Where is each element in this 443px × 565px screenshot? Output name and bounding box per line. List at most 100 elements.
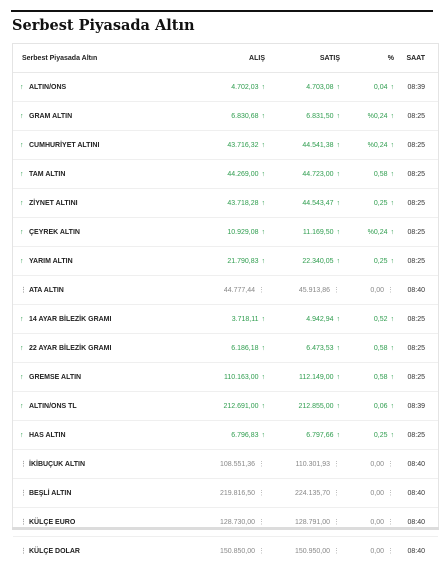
row-time: 08:40 (395, 537, 438, 565)
row-name-cell[interactable]: ↑22 AYAR BİLEZİK GRAMI (13, 334, 188, 363)
row-name-cell[interactable]: ↑ÇEYREK ALTIN (13, 218, 188, 247)
row-percent-cell: 0,58↑ (341, 334, 395, 363)
row-name[interactable]: GRAM ALTIN (29, 113, 72, 120)
row-name[interactable]: HAS ALTIN (29, 432, 66, 439)
row-name-cell[interactable]: ↑YARIM ALTIN (13, 247, 188, 276)
gold-price-table: Serbest Piyasada Altın ALIŞ SATIŞ % SAAT… (13, 44, 438, 565)
row-name-cell[interactable]: ↑ALTIN/ONS (13, 73, 188, 102)
row-sell: 150.950,00 (295, 548, 330, 555)
row-name[interactable]: TAM ALTIN (29, 171, 65, 178)
row-name-cell[interactable]: ↑14 AYAR BİLEZİK GRAMI (13, 305, 188, 334)
row-name-cell[interactable]: ↑CUMHURİYET ALTINI (13, 131, 188, 160)
row-buy-cell: 44.777,44⋮ (188, 276, 266, 305)
row-percent-cell: 0,52↑ (341, 305, 395, 334)
row-name[interactable]: ATA ALTIN (29, 287, 64, 294)
row-time: 08:25 (395, 218, 438, 247)
row-name-cell[interactable]: ↑HAS ALTIN (13, 421, 188, 450)
row-buy-cell: 6.796,83↑ (188, 421, 266, 450)
row-buy-cell: 212.691,00↑ (188, 392, 266, 421)
dots-vertical-icon: ⋮ (387, 286, 394, 294)
row-percent: %0,24 (368, 113, 388, 120)
row-name-cell[interactable]: ⋮BEŞLİ ALTIN (13, 479, 188, 508)
row-buy-cell: 6.186,18↑ (188, 334, 266, 363)
arrow-up-icon: ↑ (262, 84, 266, 91)
row-name[interactable]: KÜLÇE EURO (29, 519, 75, 526)
row-name-cell[interactable]: ↑ALTIN/ONS TL (13, 392, 188, 421)
row-name[interactable]: YARIM ALTIN (29, 258, 73, 265)
row-percent: 0,06 (374, 403, 388, 410)
dots-vertical-icon: ⋮ (258, 547, 265, 555)
row-percent: 0,58 (374, 345, 388, 352)
row-name-cell[interactable]: ↑TAM ALTIN (13, 160, 188, 189)
row-buy: 43.716,32 (227, 142, 258, 149)
row-name[interactable]: ÇEYREK ALTIN (29, 229, 80, 236)
row-name[interactable]: 14 AYAR BİLEZİK GRAMI (29, 316, 111, 323)
row-time: 08:25 (395, 102, 438, 131)
row-name[interactable]: GREMSE ALTIN (29, 374, 81, 381)
row-percent-cell: 0,00⋮ (341, 450, 395, 479)
row-percent-cell: %0,24↑ (341, 131, 395, 160)
row-name[interactable]: ALTIN/ONS (29, 84, 66, 91)
row-name-cell[interactable]: ↑ZİYNET ALTINI (13, 189, 188, 218)
row-name-cell[interactable]: ⋮İKİBUÇUK ALTIN (13, 450, 188, 479)
row-buy: 108.551,36 (220, 461, 255, 468)
row-name[interactable]: KÜLÇE DOLAR (29, 548, 80, 555)
row-name[interactable]: BEŞLİ ALTIN (29, 490, 71, 497)
row-sell-cell: 112.149,00↑ (266, 363, 341, 392)
row-time: 08:25 (395, 363, 438, 392)
column-header-percent: % (341, 44, 395, 73)
row-name-cell[interactable]: ↑GREMSE ALTIN (13, 363, 188, 392)
dots-vertical-icon: ⋮ (333, 547, 340, 555)
row-percent: 0,58 (374, 171, 388, 178)
dots-vertical-icon: ⋮ (333, 460, 340, 468)
row-name-cell[interactable]: ⋮ATA ALTIN (13, 276, 188, 305)
row-name[interactable]: ALTIN/ONS TL (29, 403, 77, 410)
row-name-cell[interactable]: ⋮KÜLÇE DOLAR (13, 537, 188, 565)
row-name[interactable]: CUMHURİYET ALTINI (29, 142, 99, 149)
arrow-up-icon: ↑ (262, 142, 266, 149)
row-buy-cell: 10.929,08↑ (188, 218, 266, 247)
row-buy: 44.269,00 (227, 171, 258, 178)
row-percent-cell: 0,25↑ (341, 421, 395, 450)
row-percent-cell: %0,24↑ (341, 102, 395, 131)
row-percent-cell: 0,25↑ (341, 247, 395, 276)
arrow-up-icon: ↑ (20, 84, 29, 91)
row-percent: 0,25 (374, 432, 388, 439)
row-name-cell[interactable]: ↑GRAM ALTIN (13, 102, 188, 131)
row-percent: 0,04 (374, 84, 388, 91)
row-name[interactable]: 22 AYAR BİLEZİK GRAMI (29, 345, 111, 352)
row-time: 08:25 (395, 160, 438, 189)
row-name-cell[interactable]: ⋮KÜLÇE EURO (13, 508, 188, 537)
arrow-up-icon: ↑ (20, 403, 29, 410)
dots-vertical-icon: ⋮ (387, 518, 394, 526)
row-name[interactable]: İKİBUÇUK ALTIN (29, 461, 85, 468)
row-buy-cell: 43.716,32 ↑ (188, 131, 266, 160)
gold-price-table-panel: Serbest Piyasada Altın ALIŞ SATIŞ % SAAT… (12, 43, 439, 529)
arrow-up-icon: ↑ (262, 432, 266, 439)
arrow-up-icon: ↑ (262, 171, 266, 178)
row-sell: 4.703,08 (306, 84, 333, 91)
arrow-up-icon: ↑ (262, 229, 266, 236)
row-name[interactable]: ZİYNET ALTINI (29, 200, 78, 207)
row-sell: 224.135,70 (295, 490, 330, 497)
panel-bottom-scrollbar[interactable] (12, 527, 439, 530)
dots-vertical-icon: ⋮ (333, 286, 340, 294)
